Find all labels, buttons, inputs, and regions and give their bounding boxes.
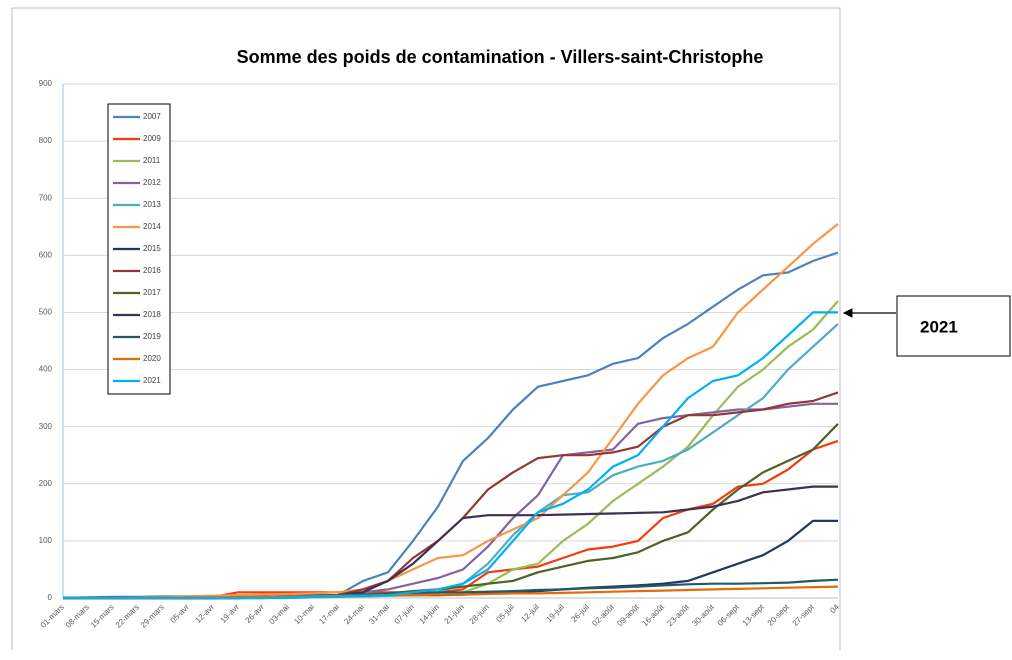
x-tick-label: 17-mai: [317, 602, 341, 626]
chart-title: Somme des poids de contamination - Ville…: [237, 47, 764, 67]
legend-label: 2007: [143, 112, 161, 121]
x-tick-label: 14-juin: [418, 603, 441, 626]
y-tick-label: 400: [39, 365, 53, 374]
annotation-text: 2021: [920, 317, 958, 336]
legend-label: 2018: [143, 310, 161, 319]
x-tick-label: 22-mars: [114, 603, 141, 630]
legend-label: 2020: [143, 354, 161, 363]
x-tick-label: 26-avr: [243, 602, 266, 625]
x-tick-label: 03-mai: [267, 602, 291, 626]
x-tick-label: 07-juin: [393, 603, 416, 626]
y-tick-label: 300: [39, 422, 53, 431]
x-tick-label: 06-sept: [716, 602, 742, 628]
legend-label: 2014: [143, 222, 161, 231]
x-tick-label: 20-sept: [766, 602, 792, 628]
series-line: [63, 311, 838, 600]
y-tick-label: 900: [39, 79, 53, 88]
y-tick-label: 500: [39, 308, 53, 317]
x-tick-label: 16-août: [640, 602, 666, 628]
legend-label: 2019: [143, 332, 161, 341]
x-tick-label: 13-sept: [741, 602, 767, 628]
legend-label: 2021: [143, 376, 161, 385]
series-line: [63, 391, 839, 600]
x-tick-label: 27-sept: [791, 602, 817, 628]
x-tick-label: 05-avr: [168, 602, 191, 625]
y-tick-label: 200: [39, 479, 53, 488]
y-tick-label: 700: [39, 193, 53, 202]
x-tick-label: 28-juin: [468, 603, 491, 626]
x-tick-label: 24-mai: [342, 602, 366, 626]
x-tick-label: 23-août: [665, 602, 691, 628]
x-tick-label: 08-mars: [64, 603, 91, 630]
series-line: [63, 300, 839, 600]
legend-label: 2013: [143, 200, 161, 209]
x-tick-label: 15-mars: [89, 603, 116, 630]
x-tick-label: 12-juil: [519, 602, 541, 624]
annotation-box: [896, 295, 1011, 357]
x-tick-label: 01-mars: [39, 603, 66, 630]
legend-label: 2016: [143, 266, 161, 275]
x-tick-label: 19-avr: [218, 602, 241, 625]
y-tick-label: 600: [39, 250, 53, 259]
series-line: [63, 423, 839, 600]
lines: [62, 223, 839, 600]
x-tick-label: 30-août: [690, 602, 716, 628]
y-tick-label: 100: [39, 536, 53, 545]
x-tick-label: 05-juil: [494, 602, 516, 624]
legend-label: 2015: [143, 244, 161, 253]
x-tick-label: 09-août: [615, 602, 641, 628]
x-tick-label: 12-avr: [193, 602, 216, 625]
legend: 2007 2009 2011 2012 2013 2014 2015 2016 2017 2018…: [107, 103, 171, 395]
series-line: [63, 223, 839, 600]
y-tick-label: 0: [48, 593, 53, 602]
x-tick-label: 21-juin: [443, 603, 466, 626]
x-tick-label: 19-juil: [544, 602, 566, 624]
x-tick-label: 31-mai: [367, 602, 391, 626]
x-tick-label: 10-mai: [292, 602, 316, 626]
x-tick-label: 02-août: [590, 602, 616, 628]
x-tick-label: 26-juil: [569, 602, 591, 624]
y-tick-label: 800: [39, 136, 53, 145]
legend-label: 2017: [143, 288, 161, 297]
x-tick-label: 04: [828, 602, 841, 615]
x-tick-label: 29-mars: [139, 603, 166, 630]
legend-label: 2009: [143, 134, 161, 143]
legend-label: 2012: [143, 178, 161, 187]
chart-frame: [11, 7, 841, 650]
legend-label: 2011: [143, 156, 161, 165]
